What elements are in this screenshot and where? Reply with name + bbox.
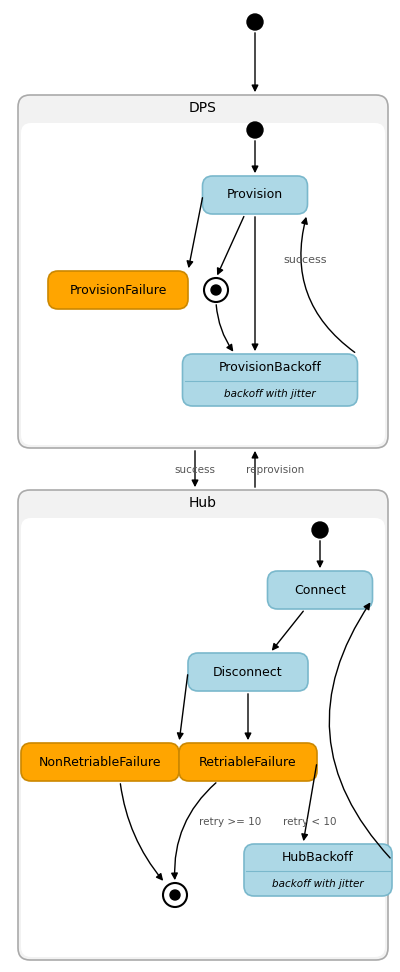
Text: Disconnect: Disconnect [213,666,283,678]
Text: reprovision: reprovision [246,465,304,475]
FancyArrowPatch shape [187,197,202,266]
Text: ProvisionBackoff: ProvisionBackoff [218,361,322,374]
FancyBboxPatch shape [244,844,392,896]
Text: Provision: Provision [227,189,283,201]
Text: backoff with jitter: backoff with jitter [272,879,364,888]
Circle shape [163,883,187,907]
FancyBboxPatch shape [21,743,179,781]
Text: ProvisionFailure: ProvisionFailure [69,284,167,296]
FancyArrowPatch shape [252,141,258,172]
FancyArrowPatch shape [216,305,232,351]
Text: NonRetriableFailure: NonRetriableFailure [39,755,161,769]
Circle shape [211,285,221,295]
FancyBboxPatch shape [202,176,308,214]
FancyBboxPatch shape [188,653,308,691]
Text: retry >= 10: retry >= 10 [199,817,261,827]
Text: success: success [283,255,327,265]
FancyBboxPatch shape [179,743,317,781]
Text: HubBackoff: HubBackoff [282,851,354,864]
FancyArrowPatch shape [252,217,258,350]
Text: backoff with jitter: backoff with jitter [224,389,316,399]
FancyArrowPatch shape [329,604,390,858]
Circle shape [204,278,228,302]
FancyArrowPatch shape [218,217,244,274]
FancyArrowPatch shape [245,694,251,739]
Circle shape [247,122,263,138]
FancyArrowPatch shape [252,33,258,90]
Text: Connect: Connect [294,583,346,597]
FancyArrowPatch shape [301,218,355,353]
FancyBboxPatch shape [268,571,372,609]
Text: Hub: Hub [189,496,217,510]
FancyArrowPatch shape [252,452,258,487]
FancyArrowPatch shape [120,783,162,880]
FancyBboxPatch shape [21,123,385,445]
FancyBboxPatch shape [48,271,188,309]
FancyArrowPatch shape [192,451,198,486]
FancyArrowPatch shape [178,675,188,739]
FancyBboxPatch shape [18,490,388,960]
FancyArrowPatch shape [273,611,303,649]
Text: DPS: DPS [189,101,217,115]
Text: retry < 10: retry < 10 [283,817,337,827]
Circle shape [170,890,180,900]
Circle shape [312,522,328,538]
FancyBboxPatch shape [21,518,385,957]
FancyArrowPatch shape [172,782,216,879]
FancyArrowPatch shape [317,540,323,567]
FancyBboxPatch shape [18,95,388,448]
Circle shape [247,14,263,30]
Text: RetriableFailure: RetriableFailure [199,755,297,769]
FancyBboxPatch shape [182,354,358,406]
FancyArrowPatch shape [302,765,316,840]
Text: success: success [174,465,216,475]
